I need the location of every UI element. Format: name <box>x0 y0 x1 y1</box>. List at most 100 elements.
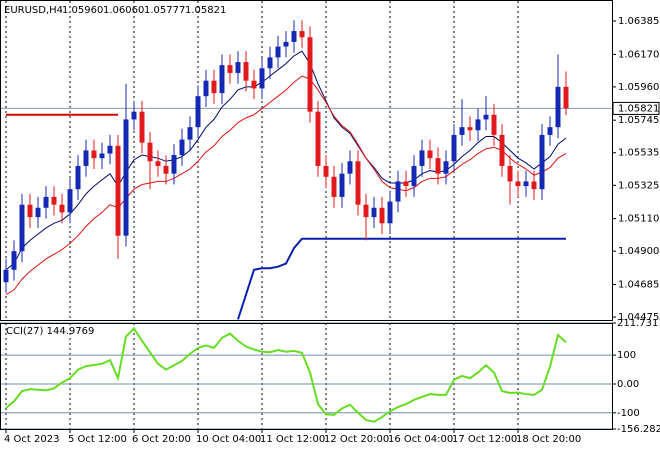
candle-body <box>203 80 209 97</box>
candle-body <box>507 165 513 182</box>
x-tick-label: 18 Oct 20:00 <box>516 434 581 445</box>
candle-body <box>491 114 497 135</box>
candle-body <box>83 150 89 166</box>
y-tick-label: -156.2826 <box>617 424 660 435</box>
header-close: 1.05821 <box>185 5 226 16</box>
candle-body <box>43 196 49 208</box>
x-tick-label: 6 Oct 20:00 <box>132 434 191 445</box>
y-tick-label: -100 <box>617 408 640 419</box>
candle-body <box>443 161 449 174</box>
y-tick-label: 1.05325 <box>618 180 659 191</box>
candle-body <box>163 165 169 174</box>
y-tick-label: 211.7311 <box>617 318 660 329</box>
candle-body <box>371 207 377 218</box>
overlay-line <box>237 237 566 320</box>
candle-body <box>91 150 97 159</box>
main-frame <box>0 0 613 321</box>
indicator-title: CCI(27) 144.9769 <box>6 326 94 337</box>
candle-body <box>155 161 161 166</box>
candle-body <box>59 204 65 213</box>
candle-body <box>67 189 73 213</box>
candle-body <box>227 65 233 73</box>
candle-body <box>379 207 385 224</box>
y-tick-label: 1.05960 <box>618 82 659 93</box>
candle-body <box>419 150 425 166</box>
candle-body <box>19 204 25 252</box>
y-tick-label: 1.04900 <box>618 246 659 257</box>
candle-body <box>259 68 265 89</box>
candle-body <box>171 155 177 174</box>
candle-body <box>219 65 225 94</box>
candle-body <box>435 158 441 174</box>
candle-body <box>411 165 417 187</box>
candle-body <box>275 46 281 58</box>
indicator-frame <box>0 323 613 430</box>
candle-body <box>307 37 313 112</box>
candle-body <box>427 150 433 159</box>
overlay-line <box>5 75 567 296</box>
y-tick-label: 1.05745 <box>618 115 659 126</box>
candle-body <box>323 165 329 177</box>
x-tick-label: 5 Oct 12:00 <box>68 434 127 445</box>
candle-body <box>387 201 393 224</box>
x-tick-label: 17 Oct 12:00 <box>452 434 517 445</box>
candle-body <box>243 62 249 81</box>
candle-body <box>251 80 257 89</box>
candle-body <box>35 207 41 218</box>
header-low: 1.05777 <box>144 5 185 16</box>
y-tick-label: 1.05110 <box>618 214 659 225</box>
candle-body <box>51 196 57 205</box>
header-open: 1.05960 <box>62 5 103 16</box>
y-tick-label: 0.00 <box>617 379 639 390</box>
candle-body <box>451 134 457 162</box>
candle-body <box>467 127 473 131</box>
y-tick-label: 100 <box>617 350 636 361</box>
candle-body <box>267 57 273 69</box>
candle-body <box>563 86 569 109</box>
candle-body <box>555 86 561 128</box>
price-tag-label: 1.05821 <box>618 103 659 114</box>
candle-body <box>115 145 121 236</box>
candle-body <box>531 181 537 190</box>
y-tick-label: 1.05535 <box>618 148 659 159</box>
overlay-line <box>5 50 567 271</box>
candle-body <box>547 127 553 135</box>
candle-body <box>459 127 465 135</box>
x-tick-label: 4 Oct 2023 <box>4 434 59 445</box>
candle-body <box>179 139 185 156</box>
y-tick-label: 1.04685 <box>618 280 659 291</box>
candle-body <box>315 111 321 166</box>
candle-body <box>123 119 129 236</box>
candle-body <box>147 142 153 162</box>
candle-body <box>99 153 105 159</box>
candle-body <box>475 119 481 131</box>
candle-body <box>363 204 369 218</box>
candle-body <box>235 62 241 73</box>
candle-body <box>211 80 217 94</box>
x-tick-label: 10 Oct 04:00 <box>196 434 261 445</box>
candle-body <box>75 165 81 190</box>
candle-body <box>483 114 489 120</box>
candle-body <box>515 181 521 187</box>
candle-body <box>523 181 529 187</box>
header-high: 1.06060 <box>103 5 144 16</box>
candle-body <box>283 41 289 47</box>
candle-body <box>331 176 337 197</box>
candle-body <box>347 161 353 174</box>
candle-body <box>499 134 505 166</box>
y-tick-label: 1.06385 <box>618 16 659 27</box>
y-tick-label: 1.04475 <box>618 312 659 323</box>
candle-body <box>107 145 113 154</box>
candle-body <box>187 127 193 140</box>
indicator-line <box>5 326 567 423</box>
candle-body <box>139 111 145 143</box>
candle-body <box>403 181 409 187</box>
x-tick-label: 16 Oct 04:00 <box>388 434 453 445</box>
candle-body <box>395 181 401 202</box>
symbol: EURUSD,H4 <box>4 5 63 16</box>
candle-body <box>299 31 305 38</box>
candle-body <box>11 251 17 270</box>
x-tick-label: 11 Oct 12:00 <box>260 434 325 445</box>
